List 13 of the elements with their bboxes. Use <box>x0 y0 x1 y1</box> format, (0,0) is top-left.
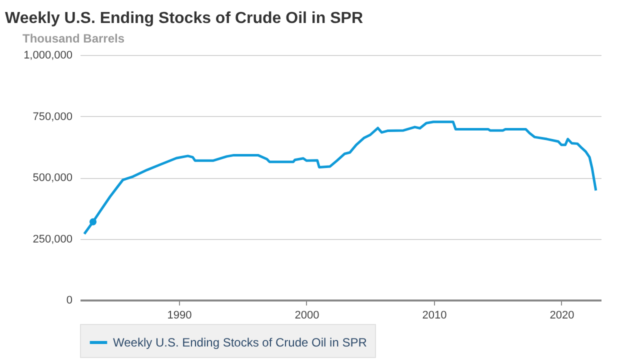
y-tick-label: 250,000 <box>32 233 72 246</box>
chart-title: Weekly U.S. Ending Stocks of Crude Oil in SPR <box>5 10 364 27</box>
line-series <box>83 120 598 236</box>
y-tick-label: 500,000 <box>32 172 72 184</box>
y-tick-label: 1,000,000 <box>24 50 72 62</box>
x-tick-label: 2000 <box>294 310 320 322</box>
y-tick-label: 0 <box>66 294 72 306</box>
x-tick-label: 2010 <box>422 310 447 322</box>
x-tick-label: 1990 <box>167 310 192 322</box>
legend-label: Weekly U.S. Ending Stocks of Crude Oil in SPR <box>113 336 368 350</box>
y-tick-label: 750,000 <box>32 110 72 123</box>
y-axis-title: Thousand Barrels <box>22 32 125 46</box>
x-tick-label: 2020 <box>550 310 574 322</box>
